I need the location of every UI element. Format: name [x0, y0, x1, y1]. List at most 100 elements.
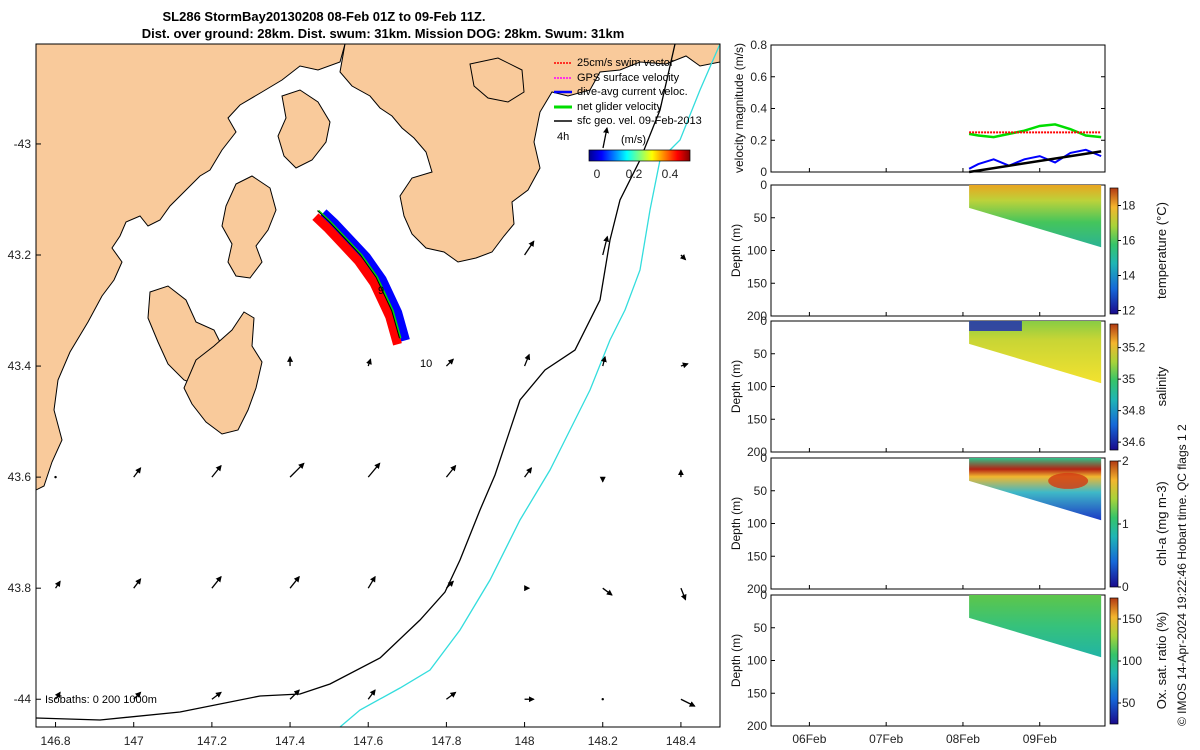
- map-colorbar: (m/s) 0 0.2 0.4: [588, 134, 691, 181]
- geo-vector: [133, 691, 142, 700]
- section-colorbar: [1109, 460, 1119, 588]
- colorbar-tick-label: 0: [1122, 580, 1129, 594]
- colorbar-tick-label: 50: [1122, 696, 1136, 710]
- section-colorbar: [1109, 187, 1119, 315]
- geo-vector: [54, 580, 61, 589]
- geo-vector: [445, 464, 457, 478]
- colorbar-tick-label: 34.6: [1122, 435, 1146, 449]
- velocity-frame: [770, 44, 1106, 173]
- colorbar-tick-label: 1: [1122, 517, 1129, 531]
- colorbar-tick-label: 34.8: [1122, 404, 1146, 418]
- geo-vector: [289, 689, 300, 700]
- track-dive-current: [320, 209, 410, 342]
- map-ytick-label: 43.2: [8, 248, 32, 262]
- geo-vector: [211, 575, 222, 589]
- land-hobart-peninsula: [221, 175, 277, 279]
- colorbar-tick-label: 2: [1122, 454, 1129, 468]
- geo-vector: [133, 578, 142, 589]
- section-ytick-label: 150: [747, 549, 767, 563]
- title-line-1: SL286 StormBay20130208 08-Feb 01Z to 09-…: [163, 9, 486, 24]
- legend-entry-dive: dive-avg current veloc.: [577, 86, 688, 98]
- colorbar-tick-label: 100: [1122, 654, 1142, 668]
- isobath-legend: Isobaths: 0 200 1000m: [45, 694, 157, 706]
- velocity-ytick-label: 0.4: [750, 102, 767, 116]
- map-xtick-label: 148: [515, 734, 535, 748]
- map-xtick-label: 148.4: [666, 734, 696, 748]
- section-ytick-label: 0: [760, 588, 767, 602]
- land-bruny: [183, 311, 263, 435]
- section-panel-oxygen: 0 50 100 150 200 Depth (m) 50 100 150 Ox. sat. ra…: [729, 588, 1169, 733]
- map-colorbar-tick-2: 0.4: [662, 167, 679, 181]
- legend-entry-geo: sfc geo. vel. 09-Feb-2013: [577, 115, 702, 127]
- velocity-series-line: [968, 148, 1102, 170]
- land-tasman-tip: [469, 57, 525, 103]
- section-ytick-label: 150: [747, 276, 767, 290]
- colorbar-label: Ox. sat. ratio (%): [1154, 612, 1169, 710]
- section-ytick-label: 100: [747, 244, 767, 258]
- geo-vector: [600, 355, 607, 367]
- geo-vector: [680, 698, 696, 707]
- colorbar-tick-label: 35.2: [1122, 341, 1146, 355]
- geo-vector: [367, 462, 381, 478]
- map-xtick-label: 147.4: [275, 734, 305, 748]
- track-path: [317, 210, 400, 339]
- geo-vector: [133, 467, 142, 478]
- geo-vector: [602, 235, 610, 256]
- velocity-ytick-label: 0.8: [750, 38, 767, 52]
- geo-vector: [446, 691, 457, 700]
- map-legend: 25cm/s swim vector GPS surface velocity …: [554, 57, 702, 149]
- geo-vector: [211, 464, 222, 478]
- map-y-axis: -43 43.2 43.4 43.6 43.8 -44: [8, 137, 41, 706]
- time-tick-label: 07Feb: [869, 732, 903, 746]
- salinity-fresh-surface: [969, 321, 1022, 331]
- time-axis: 06Feb 07Feb 08Feb 09Feb: [792, 168, 1057, 746]
- map-x-axis: 146.8 147 147.2 147.4 147.6 147.8 148 148.2 148.…: [41, 722, 696, 748]
- geo-vector: [680, 362, 689, 369]
- geo-vector: [289, 462, 305, 478]
- scale-arrow: [602, 127, 609, 149]
- land-west: [36, 44, 346, 491]
- velocity-ytick-label: 0.6: [750, 70, 767, 84]
- map-colorbar-tick-0: 0: [594, 167, 601, 181]
- map-colorbar-label: (m/s): [621, 134, 646, 146]
- track-label-9: 9: [378, 285, 384, 297]
- geo-vector: [211, 691, 222, 700]
- glider-track: [312, 209, 410, 346]
- section-panel-chl-a: 0 50 100 150 200 Depth (m) 0 1 2 chl-a (mg m-3): [729, 451, 1169, 596]
- scale-label: 4h: [557, 131, 569, 143]
- section-data-field: [969, 321, 1102, 384]
- track-net-velocity: [317, 209, 402, 339]
- geo-vector: [524, 240, 535, 256]
- title-line-2: Dist. over ground: 28km. Dist. swum: 31k…: [142, 26, 625, 41]
- track-label-10: 10: [420, 358, 432, 370]
- track-swim-vectors: [312, 213, 402, 346]
- geo-vector: [523, 353, 531, 367]
- section-ytick-label: 50: [754, 621, 768, 635]
- section-ytick-label: 0: [760, 314, 767, 328]
- section-colorbar: [1109, 323, 1119, 451]
- colorbar-label: temperature (°C): [1154, 202, 1169, 299]
- legend-entry-gps: GPS surface velocity: [577, 72, 680, 84]
- map-frame: [35, 43, 721, 728]
- section-ytick-label: 200: [747, 582, 767, 596]
- section-ytick-label: 200: [747, 309, 767, 323]
- velocity-panel: 0 0.2 0.4 0.6 0.8 velocity magnitude (m/s): [732, 38, 1106, 179]
- section-ytick-label: 50: [754, 484, 768, 498]
- section-data-field: [969, 595, 1102, 658]
- section-ytick-label: 200: [747, 445, 767, 459]
- section-ytick-label: 0: [760, 178, 767, 192]
- velocity-ytick-label: 0: [760, 165, 767, 179]
- map-xtick-label: 147: [124, 734, 144, 748]
- geo-velocity-vectors: [54, 235, 696, 707]
- section-ytick-label: 150: [747, 412, 767, 426]
- section-ytick-label: 100: [747, 380, 767, 394]
- section-ytick-label: 50: [754, 211, 768, 225]
- colorbar-tick-label: 150: [1122, 612, 1142, 626]
- geo-vector: [679, 253, 687, 261]
- map-colorbar-gradient: [588, 149, 691, 162]
- section-ytick-label: 50: [754, 347, 768, 361]
- map-ytick-label: 43.6: [8, 470, 32, 484]
- footer-credit: © IMOS 14-Apr-2024 19:22:46 Hobart time.…: [1175, 424, 1189, 726]
- section-ytick-label: 100: [747, 517, 767, 531]
- geo-vector: [367, 575, 376, 589]
